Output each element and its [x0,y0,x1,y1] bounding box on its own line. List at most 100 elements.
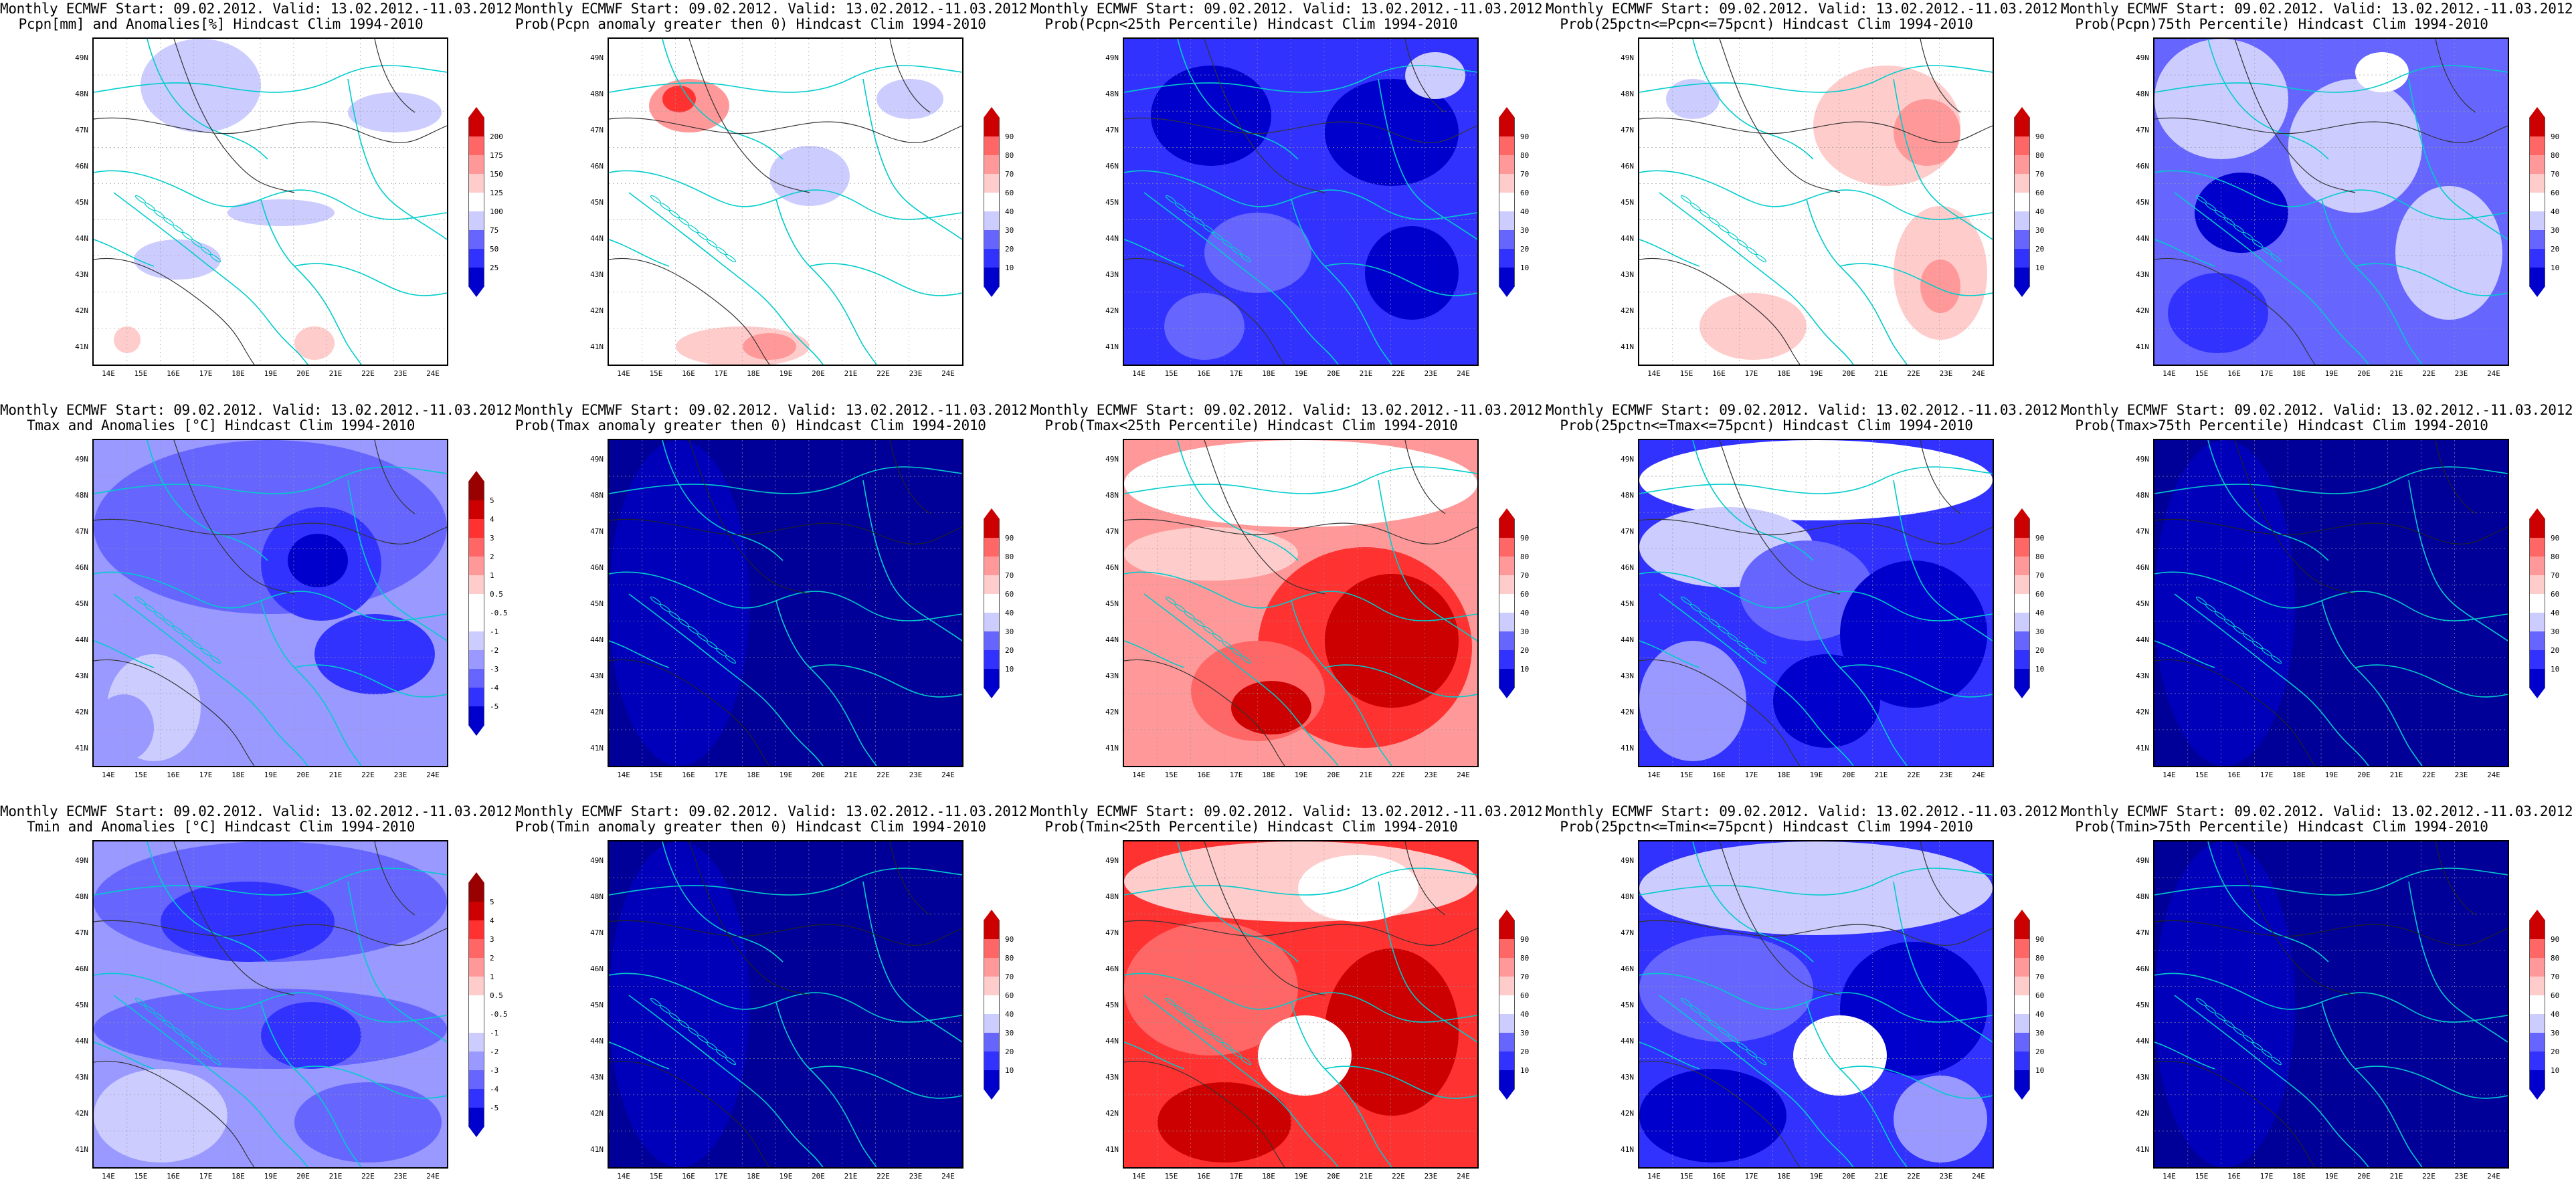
latitude-label: 49N [1105,856,1119,865]
scale-swatch [984,136,1000,155]
longitude-label: 16E [682,369,695,378]
panel-title: Monthly ECMWF Start: 09.02.2012. Valid: … [1546,1,2066,32]
scale-label: 60 [2551,991,2560,1000]
longitude-label: 14E [102,369,115,378]
latitude-label: 47N [590,527,604,536]
contour-line [2435,841,2476,916]
field-region [1158,1082,1291,1163]
latitude-label: 45N [2136,599,2149,608]
latitude-label: 43N [75,1073,88,1082]
island-outline [2270,655,2282,664]
contour-line [1124,518,1477,544]
longitude-label: 23E [393,369,407,378]
longitude-label: 15E [1679,1172,1693,1181]
longitude-label: 21E [844,1172,858,1181]
latitude-label: 45N [1105,1001,1119,1009]
longitude-label: 14E [1647,771,1661,779]
longitude-label: 19E [264,771,278,779]
color-scale: 10 20 30 40 60 70 80 90 [984,106,1014,297]
forecast-map [1124,841,1477,1167]
country-border [2355,664,2508,698]
country-border [1639,973,1993,1023]
latitude-label: 47N [75,928,88,937]
longitude-label: 20E [296,369,310,378]
country-border [609,640,670,668]
longitude-label: 20E [296,771,310,779]
island-outline [209,1056,221,1066]
scale-label: 60 [2035,991,2045,1000]
latitude-label: 41N [590,1145,604,1154]
field-region [2195,173,2288,253]
scale-min-arrow [1499,286,1515,297]
scale-label: 70 [1520,972,1530,981]
contour-line [1404,39,1446,113]
color-scale: -5 -4 -3 -2 -1 -0.5 0.5 1 2 3 4 5 [468,872,508,1137]
scale-swatch [984,612,1000,631]
latitude-label: 49N [1621,856,1634,865]
scale-label: 40 [1520,207,1530,216]
country-border [1291,199,1392,365]
longitude-label: 22E [1392,771,1405,779]
scale-label: 80 [2551,953,2560,963]
longitude-label: 19E [264,369,278,378]
country-border [1692,39,1814,160]
scale-swatch [984,995,1000,1014]
forecast-panel: Monthly ECMWF Start: 09.02.2012. Valid: … [0,0,521,401]
country-border [628,192,824,365]
country-border [1806,199,1908,365]
longitude-label: 21E [1874,771,1888,779]
scale-swatch [984,957,1000,977]
longitude-label: 16E [2227,369,2241,378]
field-region [294,1082,442,1163]
scale-label: 80 [2035,953,2045,963]
latitude-label: 45N [2136,198,2149,207]
panel-title-line1: Monthly ECMWF Start: 09.02.2012. Valid: … [515,1,1036,17]
scale-swatch [468,882,484,902]
country-border [775,1001,877,1167]
scale-swatch [2014,192,2030,211]
longitude-label: 22E [1907,1172,1920,1181]
field-region [1840,561,1987,708]
contour-line [173,39,295,193]
scale-label: 10 [1005,263,1014,272]
latitude-label: 49N [2136,54,2149,62]
forecast-map [2154,440,2508,766]
latitude-label: 48N [1105,892,1119,901]
latitude-label: 49N [1105,54,1119,62]
panel-title-line1: Monthly ECMWF Start: 09.02.2012. Valid: … [1546,1,2066,17]
panel-title-line1: Monthly ECMWF Start: 09.02.2012. Valid: … [0,1,521,17]
scale-label: 90 [1520,132,1530,141]
field-region [877,79,943,119]
scale-swatch [468,668,484,688]
longitude-label: 16E [167,1172,180,1181]
panel-title-line1: Monthly ECMWF Start: 09.02.2012. Valid: … [0,402,521,418]
longitude-label: 20E [2357,1172,2371,1181]
latitude-label: 47N [1105,928,1119,937]
latitude-label: 45N [2136,1001,2149,1009]
scale-label: 60 [2551,188,2560,197]
field-region [1793,1015,1887,1096]
panel-title-line2: Prob(25pctn<=Pcpn<=75pcnt) Hindcast Clim… [1560,16,1973,32]
longitude-label: 22E [877,1172,890,1181]
country-border [1692,841,1814,963]
country-border [662,841,784,963]
longitude-label: 20E [812,369,825,378]
scale-label: 90 [1005,533,1014,542]
scale-swatch [1499,631,1515,650]
scale-label: -5 [490,702,499,711]
field-region [227,199,335,226]
longitude-label: 21E [2389,771,2403,779]
longitude-label: 19E [1809,369,1823,378]
longitude-label: 18E [1262,369,1275,378]
longitude-label: 17E [714,369,728,378]
country-border [260,600,362,766]
forecast-map [609,440,962,766]
panel-title: Monthly ECMWF Start: 09.02.2012. Valid: … [515,804,1036,835]
country-border [1291,1001,1392,1167]
latitude-label: 45N [1105,198,1119,207]
field-region [161,882,335,962]
longitude-label: 18E [1777,771,1790,779]
color-scale: 10 20 30 40 60 70 80 90 [984,909,1014,1100]
panel-title-line2: Tmin and Anomalies [°C] Hindcast Clim 19… [26,819,416,835]
country-border [1639,466,1993,494]
